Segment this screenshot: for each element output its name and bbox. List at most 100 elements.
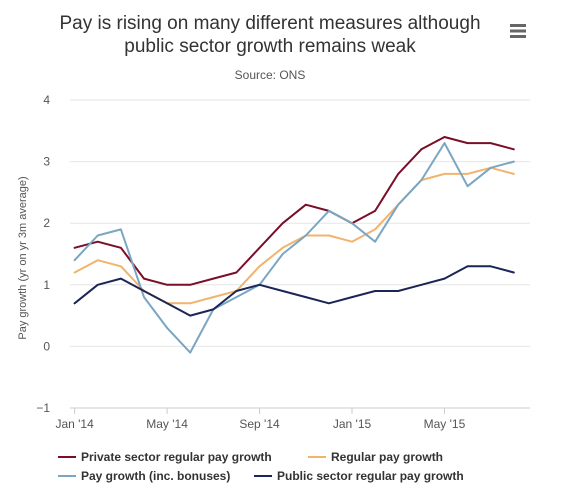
data-point [235,271,238,274]
data-point [513,271,515,274]
data-point [443,142,446,144]
data-point [120,265,122,268]
legend-item-public-sector[interactable]: Public sector regular pay growth [254,469,464,483]
series-line-3[interactable] [73,265,515,317]
data-point [258,247,261,249]
data-point [397,290,400,292]
data-point [466,142,469,144]
data-point [443,173,446,175]
data-point [397,203,400,206]
y-tick-label: 3 [43,155,50,169]
legend-item-private-sector[interactable]: Private sector regular pay growth [58,450,272,464]
data-point [281,222,284,224]
data-point [466,173,469,175]
data-point [374,290,376,292]
legend-label-regular: Regular pay growth [331,450,444,464]
grid-lines [70,99,530,409]
data-point [351,240,353,243]
data-point [166,284,168,286]
data-point [374,210,376,212]
legend-swatch-regular [308,456,326,458]
data-point [235,296,238,298]
data-point [513,148,515,151]
legend-label-public: Public sector regular pay growth [277,469,464,483]
legend-swatch-total [58,475,76,477]
y-tick-label: 4 [43,93,50,107]
data-point [351,296,353,298]
data-point [443,277,446,280]
series-line-0[interactable] [73,136,515,286]
data-point [258,284,261,286]
data-point [281,253,284,255]
data-point [420,179,423,181]
data-point [189,284,192,286]
legend-swatch-private [58,456,76,458]
chart-subtitle: Source: ONS [234,68,306,82]
data-point [212,277,215,280]
x-tick-label: Sep '14 [239,417,280,431]
chart-title-line-2: public sector growth remains weak [124,36,416,57]
data-point [212,308,215,311]
data-point [328,210,330,212]
data-point [143,277,145,280]
data-point [96,259,99,261]
data-point [513,173,515,175]
series-line-2[interactable] [73,142,515,354]
data-point [235,290,238,292]
data-point [120,228,122,231]
legend-swatch-public [254,475,272,477]
y-tick-label: 1 [43,278,50,292]
data-point [304,203,307,206]
data-point [143,296,145,298]
data-point [96,240,99,243]
x-tick-label: Jan '14 [55,417,94,431]
data-point [420,148,423,151]
data-point [489,142,492,144]
data-point [328,302,330,305]
data-point [374,240,376,243]
data-point [351,222,353,224]
chart-title: Pay is rising on many different measures… [20,12,520,58]
data-point [281,247,284,249]
data-point [397,173,400,175]
data-point [258,265,261,268]
data-point [143,290,145,292]
data-point [304,296,307,298]
data-point [374,228,376,231]
data-point [96,284,99,286]
axes: −1 0 1 2 3 4 Jan '14 May '14 Sep '14 Jan '15 May '… [36,93,530,431]
data-point [73,271,76,274]
data-point [281,290,284,292]
y-axis-label: Pay growth (yr on yr 3m average) [17,176,29,339]
legend-item-pay-growth-bonuses[interactable]: Pay growth (inc. bonuses) [58,469,230,483]
data-point [304,234,307,237]
data-point [189,314,192,317]
data-point [166,327,168,329]
data-point [489,265,492,268]
data-point [212,296,215,298]
data-point [466,265,469,268]
data-point [513,160,515,163]
data-point [420,284,423,286]
data-point [489,166,492,169]
y-tick-label: −1 [36,401,50,415]
x-tick-label: May '15 [424,417,466,431]
legend-label-total: Pay growth (inc. bonuses) [81,469,231,483]
chart-title-line-1: Pay is rising on many different measures… [59,13,481,34]
data-point [120,247,122,249]
legend-label-private: Private sector regular pay growth [81,450,272,464]
data-point [443,136,446,138]
data-point [189,351,192,354]
y-tick-label: 2 [43,216,50,230]
data-point [466,185,469,188]
legend-item-regular-pay[interactable]: Regular pay growth [308,450,443,464]
hamburger-menu-icon[interactable] [505,20,531,42]
data-point [73,247,76,249]
data-point [120,277,122,280]
y-tick-label: 0 [43,339,50,353]
data-point [73,302,76,305]
series-line-1[interactable] [73,166,515,305]
data-point [96,234,99,237]
data-point [166,302,168,305]
